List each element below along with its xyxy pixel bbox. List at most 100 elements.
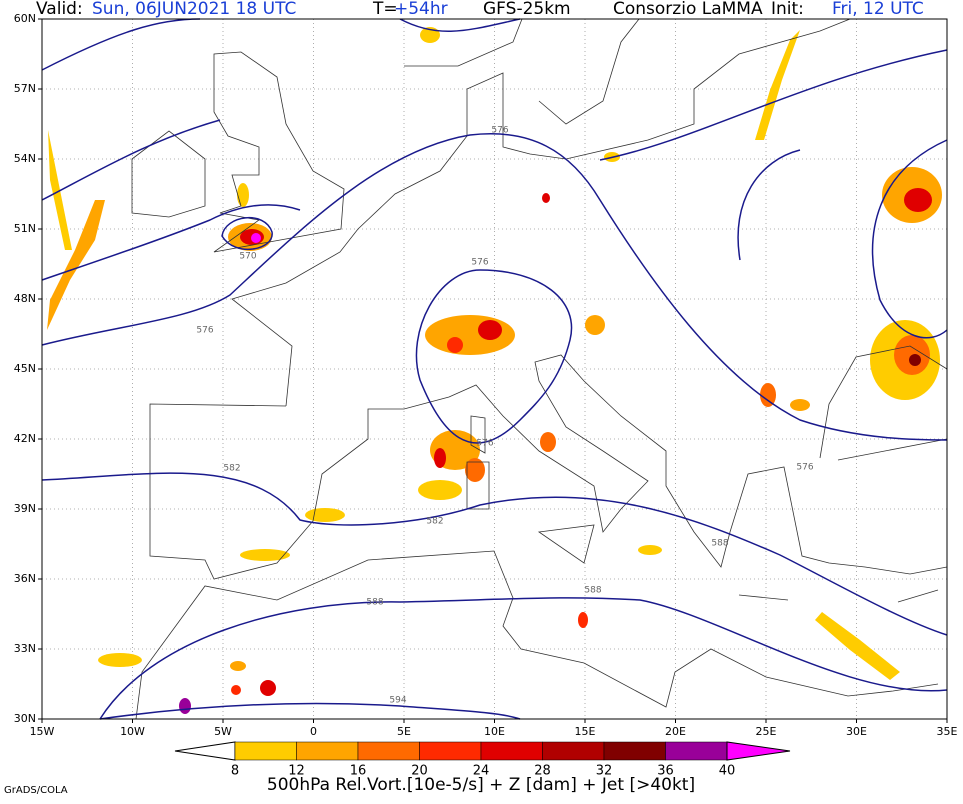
colorbar-segment (542, 741, 605, 761)
contour-label: 588 (711, 539, 728, 549)
axis-labels: 30N 33N 36N 39N 42N 45N 48N 51N 54N 57N 60N 15W 10W 5… (14, 12, 958, 738)
colorbar-label: 20 (411, 764, 428, 779)
contour-label: 588 (366, 598, 383, 608)
lat-label: 57N (14, 82, 36, 95)
lat-label: 30N (14, 712, 36, 725)
lon-label: 0 (310, 725, 317, 738)
contour (99, 702, 521, 720)
colorbar: 8 12 16 20 24 28 32 36 40 (174, 741, 791, 779)
graticule (42, 19, 947, 719)
colorbar-segment (419, 741, 482, 761)
vort-blob (179, 698, 191, 714)
lon-label: 10E (484, 725, 505, 738)
contour (41, 133, 948, 441)
coastline (819, 345, 948, 461)
colorbar-label: 12 (288, 764, 305, 779)
lon-label: 35E (937, 725, 958, 738)
colorbar-segment (480, 741, 543, 761)
lat-label: 51N (14, 222, 36, 235)
vort-blob (98, 653, 142, 667)
vort-blob (909, 354, 921, 366)
vort-blob (585, 315, 605, 335)
lat-label: 33N (14, 642, 36, 655)
colorbar-segment (234, 741, 297, 761)
vort-blob (465, 458, 485, 482)
vort-band (755, 30, 800, 140)
contour (41, 472, 948, 636)
vort-band (815, 612, 900, 680)
contour-label: 588 (584, 586, 601, 596)
coastlines (131, 18, 948, 720)
contour-label: 570 (239, 252, 256, 262)
lon-label: 15E (575, 725, 596, 738)
lon-label: 10W (120, 725, 145, 738)
vort-blob (237, 183, 249, 207)
lon-label: 20E (665, 725, 686, 738)
lat-label: 48N (14, 292, 36, 305)
height-contours (41, 18, 948, 720)
credit: GrADS/COLA (4, 785, 68, 796)
vort-blob (418, 480, 462, 500)
contour (41, 18, 521, 281)
coastline (135, 550, 939, 720)
colorbar-label: 28 (534, 764, 551, 779)
vort-blob (251, 233, 261, 243)
lat-label: 54N (14, 152, 36, 165)
coastline (231, 18, 851, 407)
colorbar-label: 24 (473, 764, 490, 779)
vorticity-fill (47, 27, 942, 714)
contour (41, 49, 948, 339)
vort-blob (638, 545, 662, 555)
vort-blob (240, 549, 290, 561)
coastline (213, 51, 345, 253)
coastline (466, 415, 939, 603)
vort-blob (230, 661, 246, 671)
vort-blob (478, 320, 502, 340)
contour-label: 576 (196, 326, 213, 336)
lon-label: 25E (756, 725, 777, 738)
vort-blob (760, 383, 776, 407)
lon-label: 5W (214, 725, 232, 738)
colorbar-label: 32 (596, 764, 613, 779)
model: GFS-25km (483, 0, 571, 19)
vort-blob (790, 399, 810, 411)
lead-time: +54hr (394, 0, 448, 19)
contour-label: 576 (476, 439, 493, 449)
vort-band (47, 200, 105, 330)
lon-label: 30E (846, 725, 867, 738)
vort-blob (578, 612, 588, 628)
colorbar-segment (296, 741, 359, 761)
coastline (404, 18, 640, 125)
colorbar-segment (357, 741, 420, 761)
contour (99, 597, 948, 720)
contour (415, 269, 573, 444)
coastline (131, 130, 206, 218)
contour-label: 576 (796, 463, 813, 473)
vort-blob (540, 432, 556, 452)
coastline (149, 354, 948, 580)
contour-labels: 570 576 576 576 576 576 582 582 588 588 588 594 (196, 126, 813, 706)
contour-label: 576 (471, 258, 488, 268)
vort-blob (434, 448, 446, 468)
colorbar-label: 40 (719, 764, 736, 779)
colorbar-segment (665, 741, 728, 761)
vort-blob (542, 193, 550, 203)
init-label: Init: (771, 0, 804, 19)
vort-blob (904, 188, 932, 212)
colorbar-segment (603, 741, 666, 761)
contour (221, 217, 273, 251)
vort-blob (425, 315, 515, 355)
colorbar-label: 16 (350, 764, 367, 779)
colorbar-end (726, 741, 791, 761)
colorbar-label: 36 (657, 764, 674, 779)
valid-label: Valid: (36, 0, 83, 19)
colorbar-label: 8 (231, 764, 239, 779)
lon-label: 5E (397, 725, 411, 738)
contour-label: 594 (389, 696, 406, 706)
lon-label: 15W (30, 725, 55, 738)
vort-blob (231, 685, 241, 695)
contour-label: 576 (491, 126, 508, 136)
vort-blob (305, 508, 345, 522)
vort-blob (260, 680, 276, 696)
